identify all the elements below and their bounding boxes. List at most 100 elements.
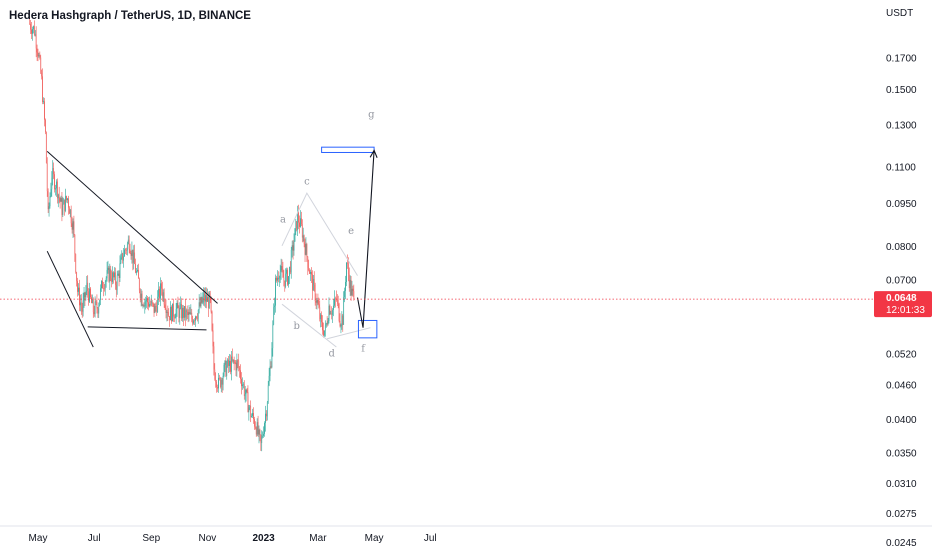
candle bbox=[327, 318, 329, 326]
candle-body bbox=[217, 387, 218, 389]
candle bbox=[196, 315, 197, 320]
candle-body bbox=[39, 55, 41, 58]
target-box[interactable] bbox=[357, 319, 378, 339]
candle-body bbox=[289, 266, 290, 277]
candle bbox=[68, 206, 70, 214]
candle bbox=[277, 271, 279, 283]
candle bbox=[222, 372, 224, 391]
candle-body bbox=[213, 346, 215, 370]
price-tick-label: 0.0310 bbox=[886, 479, 917, 490]
candle-body bbox=[292, 245, 294, 251]
candle bbox=[229, 353, 230, 373]
candle-body bbox=[104, 282, 106, 290]
trendline[interactable] bbox=[87, 326, 207, 331]
candle bbox=[281, 259, 283, 273]
candle bbox=[213, 341, 215, 376]
candle-body bbox=[270, 366, 272, 368]
candle bbox=[126, 247, 127, 255]
candle-body bbox=[219, 377, 221, 387]
candle bbox=[62, 196, 64, 217]
candle bbox=[338, 302, 340, 323]
candle-body bbox=[201, 297, 203, 303]
candle-body bbox=[318, 304, 320, 308]
candle-body bbox=[164, 304, 166, 308]
candle-body bbox=[205, 295, 206, 302]
candle bbox=[308, 259, 310, 272]
candle-body bbox=[182, 307, 183, 319]
candle bbox=[124, 244, 125, 257]
candle-body bbox=[66, 196, 67, 201]
candle-body bbox=[186, 310, 188, 312]
candle bbox=[221, 377, 223, 394]
candle bbox=[133, 245, 135, 270]
wave-line[interactable] bbox=[281, 192, 358, 276]
candle-body bbox=[331, 313, 333, 315]
candle bbox=[200, 292, 202, 309]
candle bbox=[174, 313, 176, 319]
candle-body bbox=[214, 369, 216, 380]
candle-body bbox=[112, 272, 113, 282]
candle bbox=[247, 385, 249, 413]
candle bbox=[101, 280, 102, 292]
candle bbox=[309, 268, 310, 274]
candle bbox=[328, 297, 330, 324]
candle-body bbox=[228, 359, 229, 366]
candle bbox=[161, 280, 162, 296]
candle bbox=[168, 308, 170, 317]
candle bbox=[30, 20, 31, 34]
candle bbox=[136, 267, 137, 276]
candle-body bbox=[254, 419, 255, 427]
candle bbox=[121, 250, 123, 260]
candle bbox=[263, 426, 264, 438]
candle-body bbox=[149, 304, 150, 307]
wave-line[interactable] bbox=[281, 303, 337, 348]
candle bbox=[233, 356, 235, 371]
candle-body bbox=[315, 301, 317, 303]
candle bbox=[224, 360, 226, 373]
candle bbox=[33, 25, 34, 34]
candle bbox=[293, 233, 295, 256]
candle-body bbox=[69, 209, 71, 214]
wave-line[interactable] bbox=[327, 327, 371, 340]
candle-body bbox=[99, 300, 101, 307]
candle-body bbox=[347, 262, 348, 264]
candle-body bbox=[41, 72, 43, 77]
candle bbox=[223, 362, 225, 378]
candle-body bbox=[114, 272, 115, 278]
candle-body bbox=[81, 307, 83, 312]
candle bbox=[298, 204, 299, 230]
candle-body bbox=[65, 196, 66, 211]
candle-body bbox=[254, 426, 256, 429]
candle bbox=[112, 266, 113, 285]
candle-body bbox=[151, 300, 153, 303]
candle bbox=[107, 260, 109, 274]
candle bbox=[336, 294, 338, 307]
candle-body bbox=[78, 287, 79, 292]
candle bbox=[312, 270, 313, 299]
candle-body bbox=[329, 305, 331, 315]
candle bbox=[206, 287, 207, 309]
time-axis[interactable] bbox=[0, 527, 874, 550]
candle bbox=[185, 308, 187, 321]
candle-body bbox=[238, 360, 240, 368]
time-tick-label: May bbox=[29, 533, 48, 544]
candle-body bbox=[74, 234, 76, 255]
candle bbox=[144, 298, 146, 314]
projection-path[interactable] bbox=[356, 150, 375, 328]
candle bbox=[72, 218, 74, 238]
candle-body bbox=[183, 307, 184, 318]
candle-body bbox=[266, 402, 268, 417]
price-axis[interactable] bbox=[874, 0, 932, 550]
candle-body bbox=[150, 300, 152, 305]
candle bbox=[61, 191, 63, 222]
candle bbox=[277, 270, 278, 286]
trendline[interactable] bbox=[46, 151, 218, 304]
candle-body bbox=[322, 322, 323, 331]
candle bbox=[345, 275, 346, 300]
candle-body bbox=[239, 367, 241, 371]
candle-body bbox=[233, 359, 235, 363]
candle-body bbox=[178, 308, 180, 318]
candle-body bbox=[152, 302, 154, 304]
